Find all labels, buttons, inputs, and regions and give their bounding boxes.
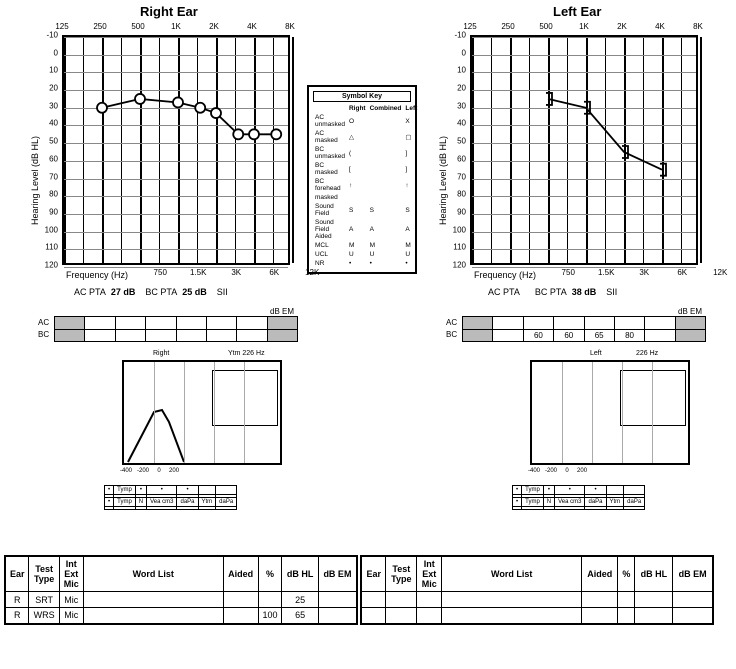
hl-label: 90 [448, 207, 466, 216]
hl-label: 60 [40, 154, 58, 163]
freq-label-mid: 6K [677, 268, 687, 277]
em-row-ac-right: AC [38, 318, 49, 327]
hl-label: 50 [40, 137, 58, 146]
hl-label: 120 [448, 261, 466, 270]
hl-label: 20 [448, 84, 466, 93]
hl-label: 80 [448, 190, 466, 199]
freq-label-mid: 1.5K [598, 268, 614, 277]
word-list-table-right: EarTestTypeIntExtMicWord ListAided%dB HL… [4, 555, 358, 625]
freq-label: 500 [131, 22, 144, 31]
freq-label: 4K [247, 22, 257, 31]
freq-label: 8K [693, 22, 703, 31]
tymp-freq-right: Ytm 226 Hz [228, 350, 265, 357]
hl-label: 110 [448, 243, 466, 252]
hl-label: 0 [40, 48, 58, 57]
em-header-left: dB EM [678, 307, 702, 316]
y-axis-label-left: Hearing Level (dB HL) [438, 136, 448, 225]
freq-label-mid: 3K [231, 268, 241, 277]
word-list-table-left: EarTestTypeIntExtMicWord ListAided%dB HL… [360, 555, 714, 625]
hl-label: 20 [40, 84, 58, 93]
tymp-side-left: Left [590, 350, 602, 357]
hl-label: 70 [448, 172, 466, 181]
em-row-ac-left: AC [446, 318, 457, 327]
freq-label: 8K [285, 22, 295, 31]
freq-label: 1K [579, 22, 589, 31]
hl-label: 0 [448, 48, 466, 57]
left-ear-title: Left Ear [553, 4, 601, 19]
reflex-table-right: •Tymp••• •TympNVea cm3daPaYtmdaPa [104, 485, 237, 510]
audiogram-left [470, 35, 698, 265]
tymp-freq-left: 226 Hz [636, 350, 658, 357]
right-ear-title: Right Ear [140, 4, 198, 19]
hl-label: 100 [448, 225, 466, 234]
em-grid-left: 60606580 [462, 316, 706, 342]
x-axis-label-right: Frequency (Hz) [66, 270, 128, 280]
tymp-x-right: -400 -200 0 200 [120, 468, 179, 474]
freq-label: 1K [171, 22, 181, 31]
freq-label: 2K [209, 22, 219, 31]
hl-label: 120 [40, 261, 58, 270]
em-row-bc-left: BC [446, 330, 457, 339]
hl-label: 30 [40, 101, 58, 110]
freq-label: 250 [501, 22, 514, 31]
symbol-key-legend: Symbol Key RightCombinedLeftAC unmaskedO… [307, 85, 417, 274]
pta-right: AC PTA 27 dB BC PTA 25 dB SII [74, 287, 228, 297]
hl-label: 30 [448, 101, 466, 110]
freq-label: 4K [655, 22, 665, 31]
hl-label: 60 [448, 154, 466, 163]
freq-label: 500 [539, 22, 552, 31]
hl-label: 110 [40, 243, 58, 252]
freq-label-mid: 12K [713, 268, 727, 277]
tympanogram-left [530, 360, 690, 465]
freq-label: 250 [93, 22, 106, 31]
freq-label-mid: 3K [639, 268, 649, 277]
freq-label: 2K [617, 22, 627, 31]
hl-label: 100 [40, 225, 58, 234]
freq-label-mid: 6K [269, 268, 279, 277]
freq-label-mid: 750 [154, 268, 167, 277]
y-axis-label-right: Hearing Level (dB HL) [30, 136, 40, 225]
hl-label: 40 [40, 119, 58, 128]
hl-label: 90 [40, 207, 58, 216]
tymp-side-right: Right [153, 350, 169, 357]
hl-label: -10 [448, 31, 466, 40]
reflex-table-left: •Tymp••• •TympNVea cm3daPaYtmdaPa [512, 485, 645, 510]
em-header-right: dB EM [270, 307, 294, 316]
tymp-x-left: -400 -200 0 200 [528, 468, 587, 474]
freq-label-mid: 12K [305, 268, 319, 277]
hl-label: -10 [40, 31, 58, 40]
freq-label-mid: 1.5K [190, 268, 206, 277]
freq-label-mid: 750 [562, 268, 575, 277]
audiogram-right [62, 35, 290, 265]
tympanogram-right [122, 360, 282, 465]
hl-label: 10 [448, 66, 466, 75]
hl-label: 70 [40, 172, 58, 181]
hl-label: 40 [448, 119, 466, 128]
em-grid-right [54, 316, 298, 342]
em-row-bc-right: BC [38, 330, 49, 339]
hl-label: 80 [40, 190, 58, 199]
pta-left: AC PTA BC PTA 38 dB SII [488, 287, 617, 297]
hl-label: 50 [448, 137, 466, 146]
x-axis-label-left: Frequency (Hz) [474, 270, 536, 280]
hl-label: 10 [40, 66, 58, 75]
